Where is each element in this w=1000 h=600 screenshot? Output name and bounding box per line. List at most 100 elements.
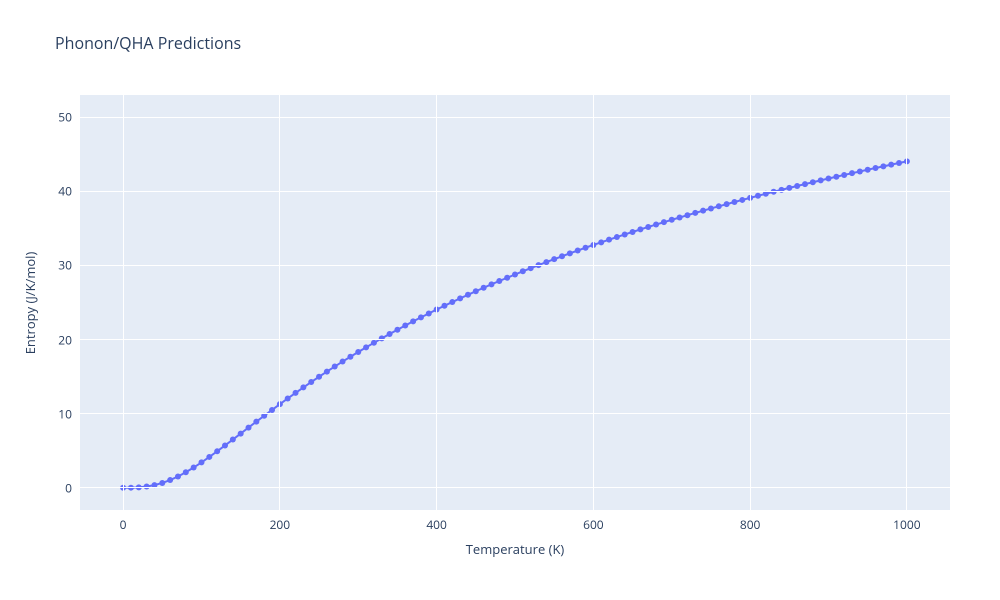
data-layer [80,95,950,510]
chart-title: Phonon/QHA Predictions [55,32,241,54]
series-marker [622,231,628,237]
series-marker [402,323,408,329]
y-gridline [80,413,950,414]
series-marker [865,167,871,173]
series-marker [488,281,494,287]
series-marker [418,314,424,320]
series-marker [731,199,737,205]
series-marker [512,271,518,277]
series-marker [269,407,275,413]
x-gridline [750,95,751,510]
x-tick-label: 200 [270,516,291,533]
series-marker [833,174,839,180]
y-axis-label: Entropy (J/K/mol) [21,251,39,354]
series-marker [316,374,322,380]
series-marker [716,203,722,209]
series-marker [457,295,463,301]
series-marker [645,224,651,230]
y-tick-label: 20 [58,331,72,348]
series-marker [677,215,683,221]
series-marker [167,477,173,483]
series-marker [465,292,471,298]
series-marker [324,369,330,375]
series-marker [230,437,236,443]
series-marker [575,248,581,254]
series-marker [175,474,181,480]
series-marker [700,208,706,214]
series-marker [630,229,636,235]
series-marker [661,219,667,225]
series-marker [794,183,800,189]
chart-container: Phonon/QHA Predictions Temperature (K) E… [0,0,1000,600]
plot-area [80,95,950,510]
series-marker [410,318,416,324]
series-marker [826,176,832,182]
series-marker [308,379,314,385]
series-marker [739,197,745,203]
x-gridline [906,95,907,510]
series-marker [888,162,894,168]
series-marker [896,160,902,166]
series-marker [198,459,204,465]
x-axis-label: Temperature (K) [466,540,565,558]
y-tick-label: 30 [58,257,72,274]
series-marker [183,469,189,475]
series-marker [347,354,353,360]
x-tick-label: 0 [120,516,127,533]
series-marker [191,465,197,471]
series-marker [684,212,690,218]
series-marker [481,285,487,291]
series-marker [802,181,808,187]
y-gridline [80,265,950,266]
x-tick-label: 600 [583,516,604,533]
x-gridline [279,95,280,510]
series-marker [724,201,730,207]
series-marker [387,331,393,337]
series-marker [653,222,659,228]
series-marker [818,177,824,183]
series-line [123,161,907,487]
series-marker [238,431,244,437]
series-marker [849,170,855,176]
series-marker [637,226,643,232]
y-tick-label: 0 [65,479,72,496]
series-marker [559,253,565,259]
series-marker [708,205,714,211]
series-marker [332,364,338,370]
y-tick-label: 50 [58,109,72,126]
series-marker [520,268,526,274]
series-marker [567,250,573,256]
y-tick-label: 40 [58,183,72,200]
series-marker [363,344,369,350]
series-marker [441,303,447,309]
series-marker [496,278,502,284]
series-marker [606,237,612,243]
series-marker [504,275,510,281]
series-marker [246,425,252,431]
series-marker [253,419,259,425]
series-marker [159,480,165,486]
series-marker [340,359,346,365]
series-marker [285,395,291,401]
y-gridline [80,191,950,192]
x-tick-label: 1000 [893,516,920,533]
series-marker [583,245,589,251]
x-gridline [123,95,124,510]
series-marker [371,340,377,346]
series-marker [841,172,847,178]
series-marker [873,165,879,171]
series-marker [206,454,212,460]
series-marker [394,327,400,333]
series-marker [426,310,432,316]
series-marker [755,193,761,199]
series-marker [528,265,534,271]
series-marker [449,299,455,305]
y-tick-label: 10 [58,405,72,422]
x-tick-label: 800 [740,516,761,533]
x-gridline [593,95,594,510]
series-marker [300,384,306,390]
series-marker [551,256,557,262]
series-marker [214,448,220,454]
series-marker [222,442,228,448]
series-marker [355,349,361,355]
